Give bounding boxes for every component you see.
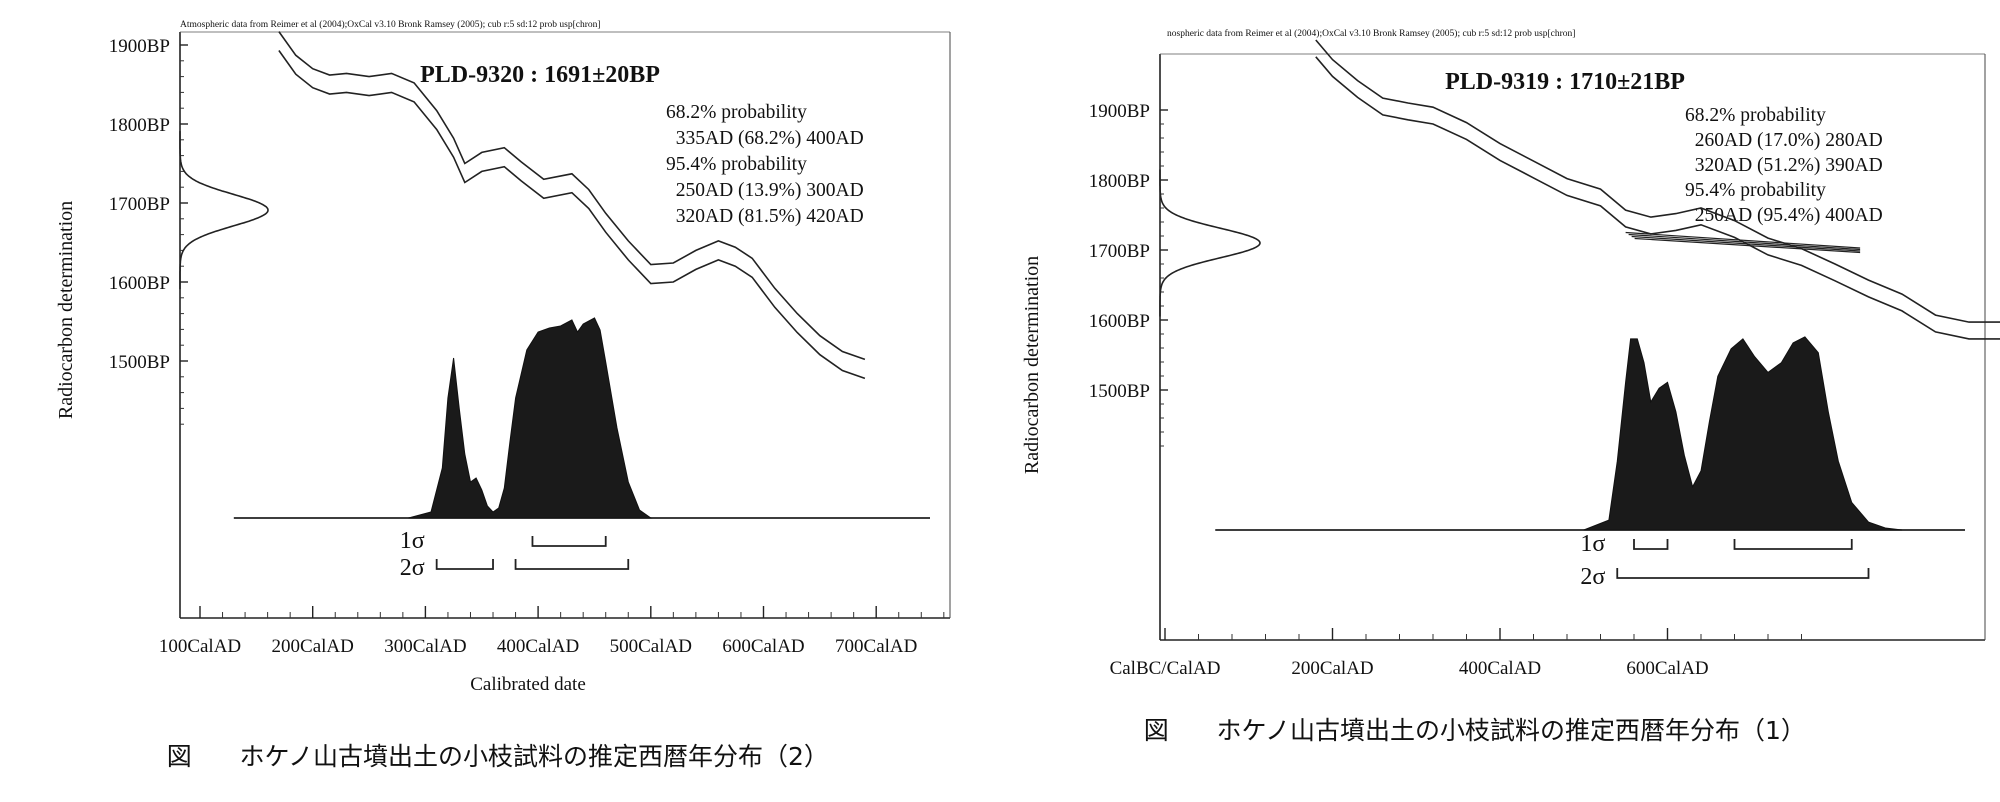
x-tick-label: 400CalAD xyxy=(1459,658,1541,679)
y-tick-label: 1600BP xyxy=(1089,311,1150,332)
probability-line: 320AD (51.2%) 390AD xyxy=(1685,155,1883,176)
probability-line: 260AD (17.0%) 280AD xyxy=(1685,130,1883,151)
y-tick-label: 1900BP xyxy=(1089,101,1150,122)
two-sigma-label: 2σ xyxy=(400,555,425,581)
probability-line: 335AD (68.2%) 400AD xyxy=(666,128,864,149)
one-sigma-label: 1σ xyxy=(1580,531,1605,557)
two-sigma-range xyxy=(1616,568,1870,579)
one-sigma-label: 1σ xyxy=(400,528,425,554)
x-tick-label: 200CalAD xyxy=(272,636,354,657)
y-tick-label: 1800BP xyxy=(1089,171,1150,192)
two-sigma-label: 2σ xyxy=(1580,564,1605,590)
chart-title: PLD-9320 : 1691±20BP xyxy=(420,62,660,88)
y-axis-label: Radiocarbon determination xyxy=(55,201,77,419)
x-tick-label: 600CalAD xyxy=(722,636,804,657)
calibration-chart-pld-9320: Atmospheric data from Reimer et al (2004… xyxy=(55,19,951,695)
radiocarbon-gaussian xyxy=(1159,169,1261,317)
probability-line: 95.4% probability xyxy=(1685,180,1826,201)
probability-line: 320AD (81.5%) 420AD xyxy=(666,206,864,227)
calibration-curve-upper xyxy=(278,31,866,361)
chart-header-note: Atmospheric data from Reimer et al (2004… xyxy=(180,19,601,30)
y-tick-label: 1500BP xyxy=(1089,381,1150,402)
probability-line: 250AD (13.9%) 300AD xyxy=(666,180,864,201)
caption-left-text: ホケノ山古墳出土の小枝試料の推定西暦年分布（2） xyxy=(239,742,829,771)
y-tick-label: 1800BP xyxy=(109,115,170,136)
y-tick-label: 1500BP xyxy=(109,352,170,373)
probability-line: 250AD (95.4%) 400AD xyxy=(1685,205,1883,226)
calibration-curve-lower xyxy=(278,50,866,380)
x-tick-label: 700CalAD xyxy=(835,636,917,657)
one-sigma-range xyxy=(531,536,607,547)
one-sigma-range xyxy=(1733,539,1853,550)
y-tick-label: 1600BP xyxy=(109,273,170,294)
probability-line: 68.2% probability xyxy=(1685,105,1826,126)
pen-scribble xyxy=(1625,231,1861,249)
calibration-curve-upper xyxy=(1315,39,2000,323)
two-sigma-range xyxy=(514,559,630,570)
figure-page: Atmospheric data from Reimer et al (2004… xyxy=(55,19,2000,771)
y-tick-label: 1700BP xyxy=(109,194,170,215)
calibrated-distribution xyxy=(408,317,653,519)
probability-line: 95.4% probability xyxy=(666,154,807,175)
x-tick-label: 600CalAD xyxy=(1626,658,1708,679)
x-tick-label: 400CalAD xyxy=(497,636,579,657)
two-sigma-range xyxy=(435,559,494,570)
pen-scribble xyxy=(1631,235,1861,252)
caption-right-text: ホケノ山古墳出土の小枝試料の推定西暦年分布（1） xyxy=(1216,716,1806,745)
x-tick-label: CalBC/CalAD xyxy=(1110,658,1221,679)
probability-line: 68.2% probability xyxy=(666,102,807,123)
pen-scribble xyxy=(1634,237,1861,254)
x-tick-label: 100CalAD xyxy=(159,636,241,657)
one-sigma-range xyxy=(1633,539,1669,550)
calibration-curve-lower xyxy=(1315,56,2000,340)
x-tick-label: 200CalAD xyxy=(1291,658,1373,679)
y-tick-label: 1700BP xyxy=(1089,241,1150,262)
caption-left-label: 図 xyxy=(166,742,192,771)
radiocarbon-gaussian xyxy=(179,131,269,290)
caption-right-label: 図 xyxy=(1143,716,1169,745)
chart-title: PLD-9319 : 1710±21BP xyxy=(1445,69,1685,95)
caption-left: 図 ホケノ山古墳出土の小枝試料の推定西暦年分布（2） xyxy=(135,708,829,802)
calibrated-distribution xyxy=(1583,336,1903,531)
y-axis-label: Radiocarbon determination xyxy=(1021,256,1043,474)
caption-right: 図 ホケノ山古墳出土の小枝試料の推定西暦年分布（1） xyxy=(1112,682,1806,776)
x-axis-label: Calibrated date xyxy=(470,674,586,695)
x-tick-label: 300CalAD xyxy=(384,636,466,657)
x-tick-label: 500CalAD xyxy=(610,636,692,657)
pen-scribble xyxy=(1628,233,1861,251)
chart-header-note: nospheric data from Reimer et al (2004);… xyxy=(1167,28,1575,39)
y-tick-label: 1900BP xyxy=(109,36,170,57)
calibration-chart-pld-9319: nospheric data from Reimer et al (2004);… xyxy=(1021,28,2000,679)
